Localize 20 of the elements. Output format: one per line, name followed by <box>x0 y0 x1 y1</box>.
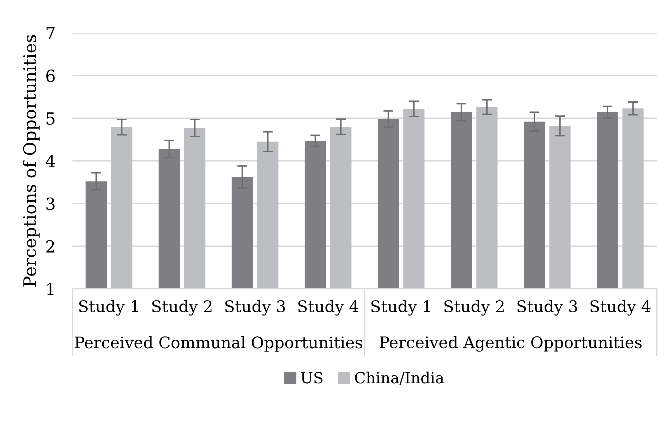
y-tick-label: 3 <box>46 198 55 210</box>
y-tick-label: 7 <box>46 27 55 40</box>
y-axis-title: Perceptions of Opportunities <box>23 35 40 287</box>
x-tick-label: Study 4 <box>298 300 359 316</box>
x-tick-label: Study 3 <box>518 300 578 316</box>
x-tick-label: Study 2 <box>444 300 504 316</box>
x-tick-label: Study 4 <box>590 300 651 316</box>
x-tick-label: Study 1 <box>372 300 430 316</box>
legend-label: US <box>301 372 323 384</box>
x-tick-label: Study 3 <box>226 300 286 316</box>
y-tick-label: 6 <box>46 70 55 82</box>
y-tick-label: 5 <box>46 112 55 126</box>
y-tick-label: 1 <box>47 283 54 296</box>
y-tick-label: 2 <box>46 240 54 253</box>
x-tick-label: Study 2 <box>152 300 212 316</box>
x-tick-label: Study 1 <box>79 300 138 316</box>
y-tick-label: 4 <box>46 155 56 168</box>
legend-label: China/India <box>355 372 444 385</box>
text: Perceived Communal Opportunities <box>75 336 362 352</box>
text: Perceived Agentic Opportunities <box>380 336 642 352</box>
